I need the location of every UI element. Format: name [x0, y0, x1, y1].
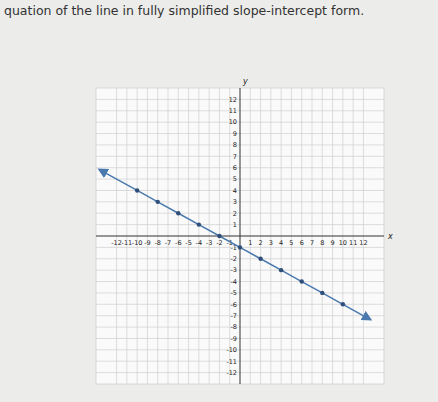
x-tick-label: 4 — [279, 239, 283, 247]
x-tick-label: 6 — [300, 239, 304, 247]
background — [0, 0, 438, 402]
y-tick-label: -10 — [226, 346, 237, 354]
point — [300, 279, 304, 283]
y-axis — [240, 88, 241, 384]
x-tick-label: -3 — [206, 239, 212, 247]
y-tick-label: -8 — [231, 323, 237, 331]
x-tick-label: 8 — [320, 239, 324, 247]
x-tick-label: 10 — [339, 239, 347, 247]
x-tick-label: 2 — [259, 239, 263, 247]
point — [258, 257, 262, 261]
point — [217, 234, 221, 238]
point — [176, 211, 180, 215]
x-tick-label: -12 — [111, 239, 122, 247]
point — [135, 188, 139, 192]
x-tick-label: -8 — [154, 239, 160, 247]
y-tick-label: -11 — [226, 358, 237, 366]
x-tick-label: -6 — [175, 239, 181, 247]
y-tick-label: -4 — [231, 278, 237, 286]
y-tick-label: -2 — [231, 255, 237, 263]
y-tick-label: 2 — [233, 210, 237, 218]
y-axis-label: y — [242, 77, 248, 86]
point — [279, 268, 283, 272]
x-tick-label: -5 — [185, 239, 191, 247]
y-tick-label: 11 — [229, 107, 237, 115]
data-group — [101, 171, 368, 319]
point — [341, 302, 345, 306]
grid — [96, 88, 384, 384]
x-tick-label: -7 — [165, 239, 171, 247]
point — [197, 222, 201, 226]
plot-area — [96, 88, 384, 384]
x-axis-label: x — [387, 232, 393, 241]
x-tick-label: 9 — [331, 239, 335, 247]
y-tick-label: 8 — [233, 141, 237, 149]
x-tick-label: -11 — [122, 239, 133, 247]
x-tick-label: 5 — [289, 239, 293, 247]
y-tick-label: -12 — [226, 369, 237, 377]
y-tick-label: 7 — [233, 153, 237, 161]
y-tick-label: -6 — [231, 301, 237, 309]
y-tick-label: -9 — [231, 335, 237, 343]
x-tick-label: -2 — [216, 239, 222, 247]
y-tick-label: -3 — [231, 266, 237, 274]
y-tick-label: 3 — [233, 198, 237, 206]
x-tick-label: -10 — [132, 239, 143, 247]
y-tick-label: 4 — [233, 187, 237, 195]
chart: quation of the line in fully simplified … — [0, 0, 438, 402]
y-tick-label: 6 — [233, 164, 237, 172]
point — [320, 291, 324, 295]
x-tick-label: 11 — [349, 239, 357, 247]
y-tick-label: -5 — [231, 289, 237, 297]
line — [101, 171, 368, 319]
y-tick-label: 5 — [233, 175, 237, 183]
x-tick-label: 3 — [269, 239, 273, 247]
x-tick-label: 1 — [248, 239, 252, 247]
y-tick-label: 10 — [229, 118, 237, 126]
y-tick-label: 12 — [229, 96, 237, 104]
point — [156, 200, 160, 204]
x-tick-label: -4 — [196, 239, 202, 247]
title: quation of the line in fully simplified … — [4, 3, 364, 18]
x-tick-label: 7 — [310, 239, 314, 247]
x-tick-label: -9 — [144, 239, 150, 247]
x-tick-label: 12 — [359, 239, 367, 247]
y-tick-label: 9 — [233, 130, 237, 138]
point — [238, 245, 242, 249]
y-tick-label: -7 — [231, 312, 237, 320]
y-tick-label: 1 — [233, 221, 237, 229]
